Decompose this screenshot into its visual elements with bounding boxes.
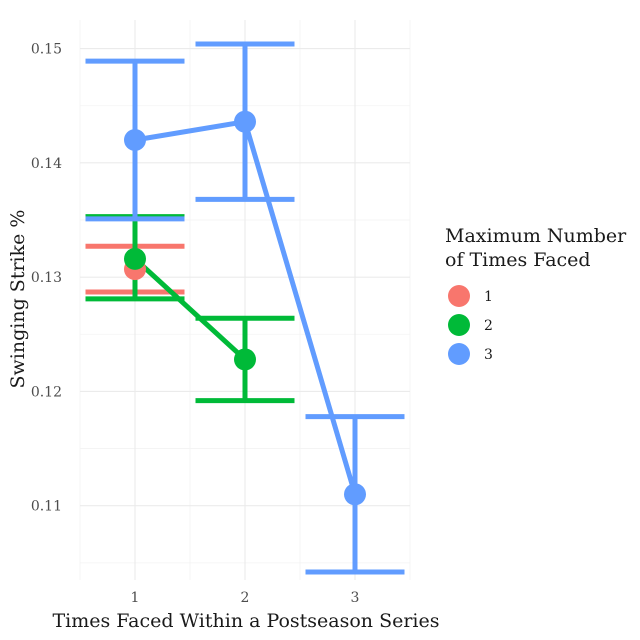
y-axis-title: Swinging Strike %	[7, 210, 29, 389]
y-tick-label: 0.13	[31, 270, 62, 286]
x-tick-label: 2	[241, 590, 250, 606]
y-tick-label: 0.14	[31, 156, 62, 172]
data-point	[234, 348, 256, 371]
data-point	[234, 110, 256, 133]
x-tick-labels: 1 2 3	[131, 590, 360, 606]
legend[interactable]: Maximum Number of Times Faced 1 2 3	[445, 225, 627, 365]
legend-items: 1 2 3	[448, 285, 493, 365]
y-tick-label: 0.11	[31, 499, 62, 515]
legend-key	[448, 285, 470, 307]
legend-label: 1	[484, 289, 493, 305]
legend-title-line1: Maximum Number	[445, 225, 627, 247]
data-point	[344, 483, 366, 506]
x-tick-label: 3	[351, 590, 360, 606]
data-point	[124, 247, 146, 270]
legend-key	[448, 314, 470, 336]
y-tick-label: 0.15	[31, 42, 62, 58]
y-tick-label: 0.12	[31, 384, 62, 400]
y-tick-labels: 0.11 0.12 0.13 0.14 0.15	[31, 42, 62, 515]
legend-label: 3	[484, 347, 493, 363]
x-axis-title: Times Faced Within a Postseason Series	[52, 610, 439, 632]
legend-label: 2	[484, 318, 493, 334]
series-line	[133, 257, 247, 362]
legend-key	[448, 343, 470, 365]
series-points	[124, 110, 366, 506]
legend-title-line2: of Times Faced	[445, 249, 591, 271]
x-tick-label: 1	[131, 590, 140, 606]
data-point	[124, 129, 146, 151]
